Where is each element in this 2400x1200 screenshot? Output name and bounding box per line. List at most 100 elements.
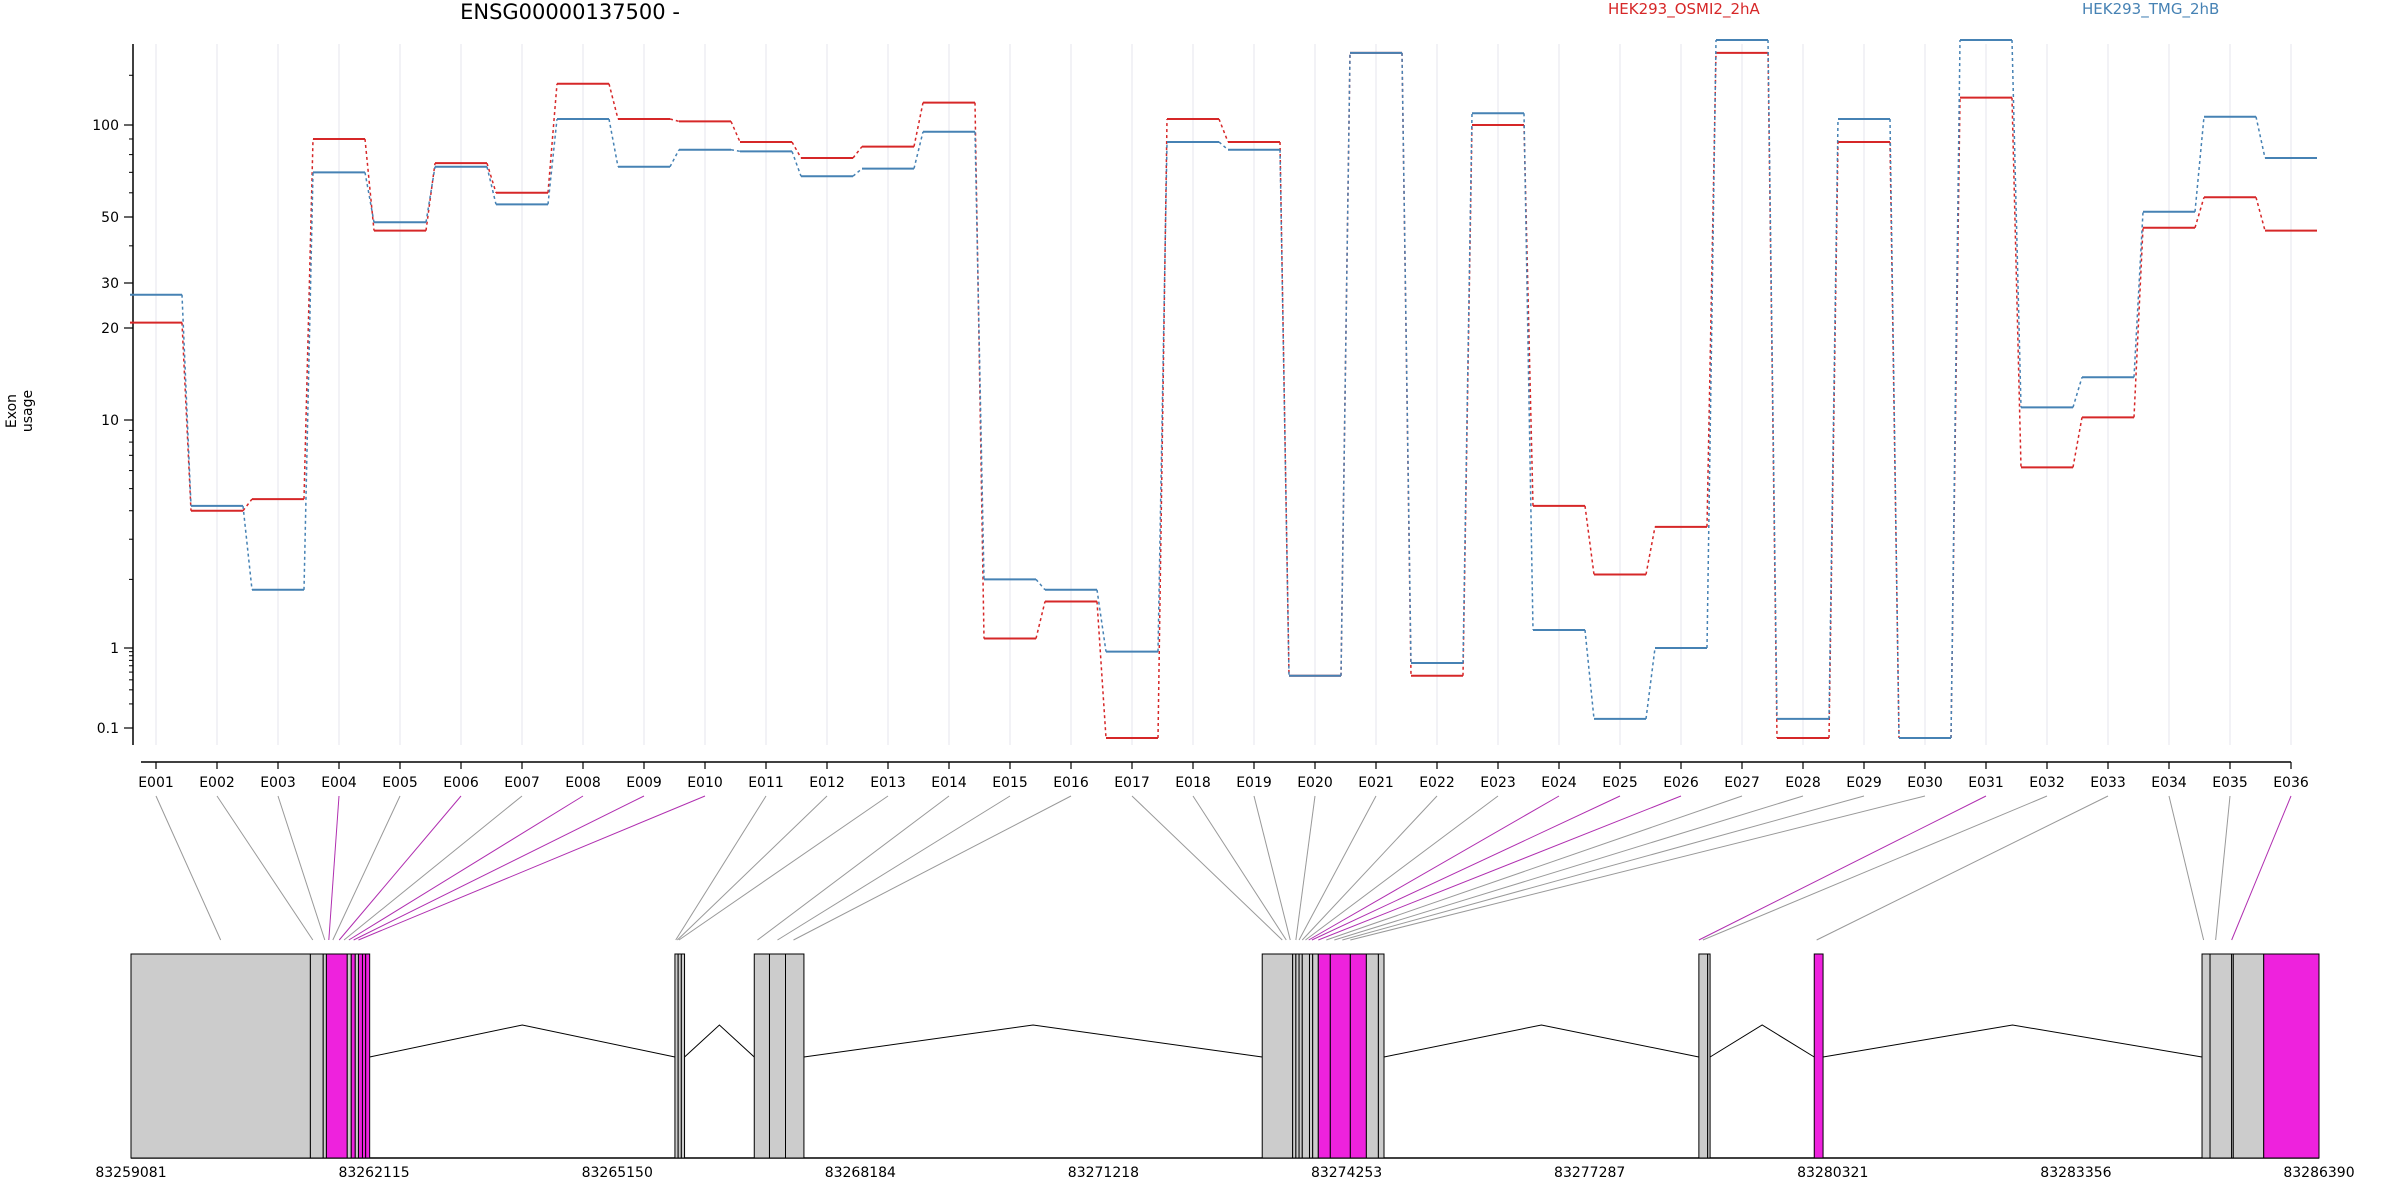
exon-box (1698, 953, 1709, 1159)
series-connector (1645, 526, 1656, 575)
series-connector (791, 141, 802, 159)
legend-series-a: HEK293_OSMI2_2hA (1608, 0, 1760, 18)
series-connector (486, 162, 497, 194)
y-tick-label: 20 (101, 321, 119, 337)
chart-title: ENSG00000137500 - (460, 0, 680, 24)
axes: 0.1 1 10 20 30 50 100 (92, 44, 2291, 763)
series-connector (2072, 417, 2083, 468)
series-connector (1401, 52, 1412, 663)
exon-box (357, 953, 363, 1159)
exon-connector (1192, 795, 1287, 941)
series-connector (2255, 116, 2266, 159)
exon-connector (2231, 795, 2292, 941)
series-connector (486, 166, 497, 205)
exon-connector (1298, 795, 1377, 941)
series-connector (1462, 113, 1473, 663)
exon-box (680, 953, 686, 1159)
exon-connector (757, 795, 950, 941)
exon-connector (1295, 795, 1316, 941)
exon-box (768, 953, 787, 1159)
x-tick-label: E016 (1053, 775, 1089, 791)
series-connector (1584, 629, 1595, 719)
exon-connector (328, 795, 340, 941)
x-tick-label: E035 (2212, 775, 2248, 791)
genomic-tick-labels: 83259081 83262115 83265150 83268184 83271218… (95, 1165, 2354, 1181)
exon-box (1349, 953, 1367, 1159)
exon-connector (1816, 795, 2109, 941)
x-tick-label: E030 (1907, 775, 1943, 791)
gene-model (130, 953, 2320, 1159)
x-tick-label: E033 (2090, 775, 2126, 791)
exon-box (753, 953, 770, 1159)
exon-connector (343, 795, 523, 941)
x-tick-label: E015 (992, 775, 1028, 791)
y-tick-label: 100 (92, 118, 119, 134)
x-tick-label: E007 (504, 775, 540, 791)
series-connector (2133, 211, 2144, 378)
series-connector (1096, 589, 1107, 652)
exon-box (1329, 953, 1351, 1159)
series-connector (974, 131, 985, 580)
exon-box (1312, 953, 1319, 1159)
x-tick-label: E009 (626, 775, 662, 791)
x-tick-label: E006 (443, 775, 479, 791)
exon-connector (1311, 795, 1621, 941)
intron-line (1822, 1024, 2203, 1058)
series-connector (2011, 97, 2022, 468)
exon-connector (1318, 795, 1682, 941)
exon-box (2201, 953, 2211, 1159)
series-connector (181, 322, 192, 511)
exon-connector (793, 795, 1072, 941)
x-tick-label: E013 (870, 775, 906, 791)
exon-connector (2168, 795, 2205, 941)
series-connector (1218, 141, 1229, 151)
x-tick-label: E023 (1480, 775, 1516, 791)
series-connector (730, 148, 741, 153)
exon-connector (1253, 795, 1291, 941)
exon-connector (2215, 795, 2231, 941)
exon-box (1377, 953, 1385, 1159)
exon-connector (1698, 795, 1987, 941)
y-tick-label: 50 (101, 210, 119, 226)
intron-line (803, 1024, 1263, 1058)
x-tick-label: E018 (1175, 775, 1211, 791)
series-connector (303, 138, 314, 500)
series-connector (1157, 119, 1168, 739)
series-b (130, 39, 2317, 739)
exon-connector (216, 795, 314, 941)
genomic-tick-label: 83259081 (95, 1165, 166, 1181)
intron-line (684, 1024, 755, 1058)
x-tick-label: E036 (2273, 775, 2309, 791)
exon-box (350, 953, 356, 1159)
series-connector (181, 294, 192, 506)
series-connector (2255, 197, 2266, 231)
genomic-tick-label: 83286390 (2283, 1165, 2354, 1181)
exon-connector (1305, 795, 1499, 941)
exon-connector (675, 795, 767, 941)
exon-box (346, 953, 352, 1159)
x-tick-label: E024 (1541, 775, 1577, 791)
series-connector (1035, 601, 1046, 639)
series-connector (2194, 197, 2205, 228)
series-connector (791, 151, 802, 177)
genomic-tick-label: 83262115 (338, 1165, 409, 1181)
exon-box (2209, 953, 2233, 1159)
x-tick-label: E021 (1358, 775, 1394, 791)
y-tick-label: 0.1 (97, 721, 119, 737)
exon-connector (338, 795, 462, 941)
exon-connector (1702, 795, 2048, 941)
series-connector (242, 498, 253, 512)
series-connector (1706, 52, 1717, 527)
x-tick-label: E011 (748, 775, 784, 791)
exon-connector (1326, 795, 1743, 941)
genomic-tick-label: 83283356 (2040, 1165, 2111, 1181)
exon-box (309, 953, 324, 1159)
x-tick-label: E004 (321, 775, 357, 791)
series-connector (2133, 227, 2144, 418)
series-connector (974, 102, 985, 639)
series-connector (1889, 119, 1900, 739)
x-tick-label: E029 (1846, 775, 1882, 791)
exon-connector (1342, 795, 1865, 941)
exon-connector (678, 795, 889, 941)
exon-connector (1350, 795, 1926, 941)
